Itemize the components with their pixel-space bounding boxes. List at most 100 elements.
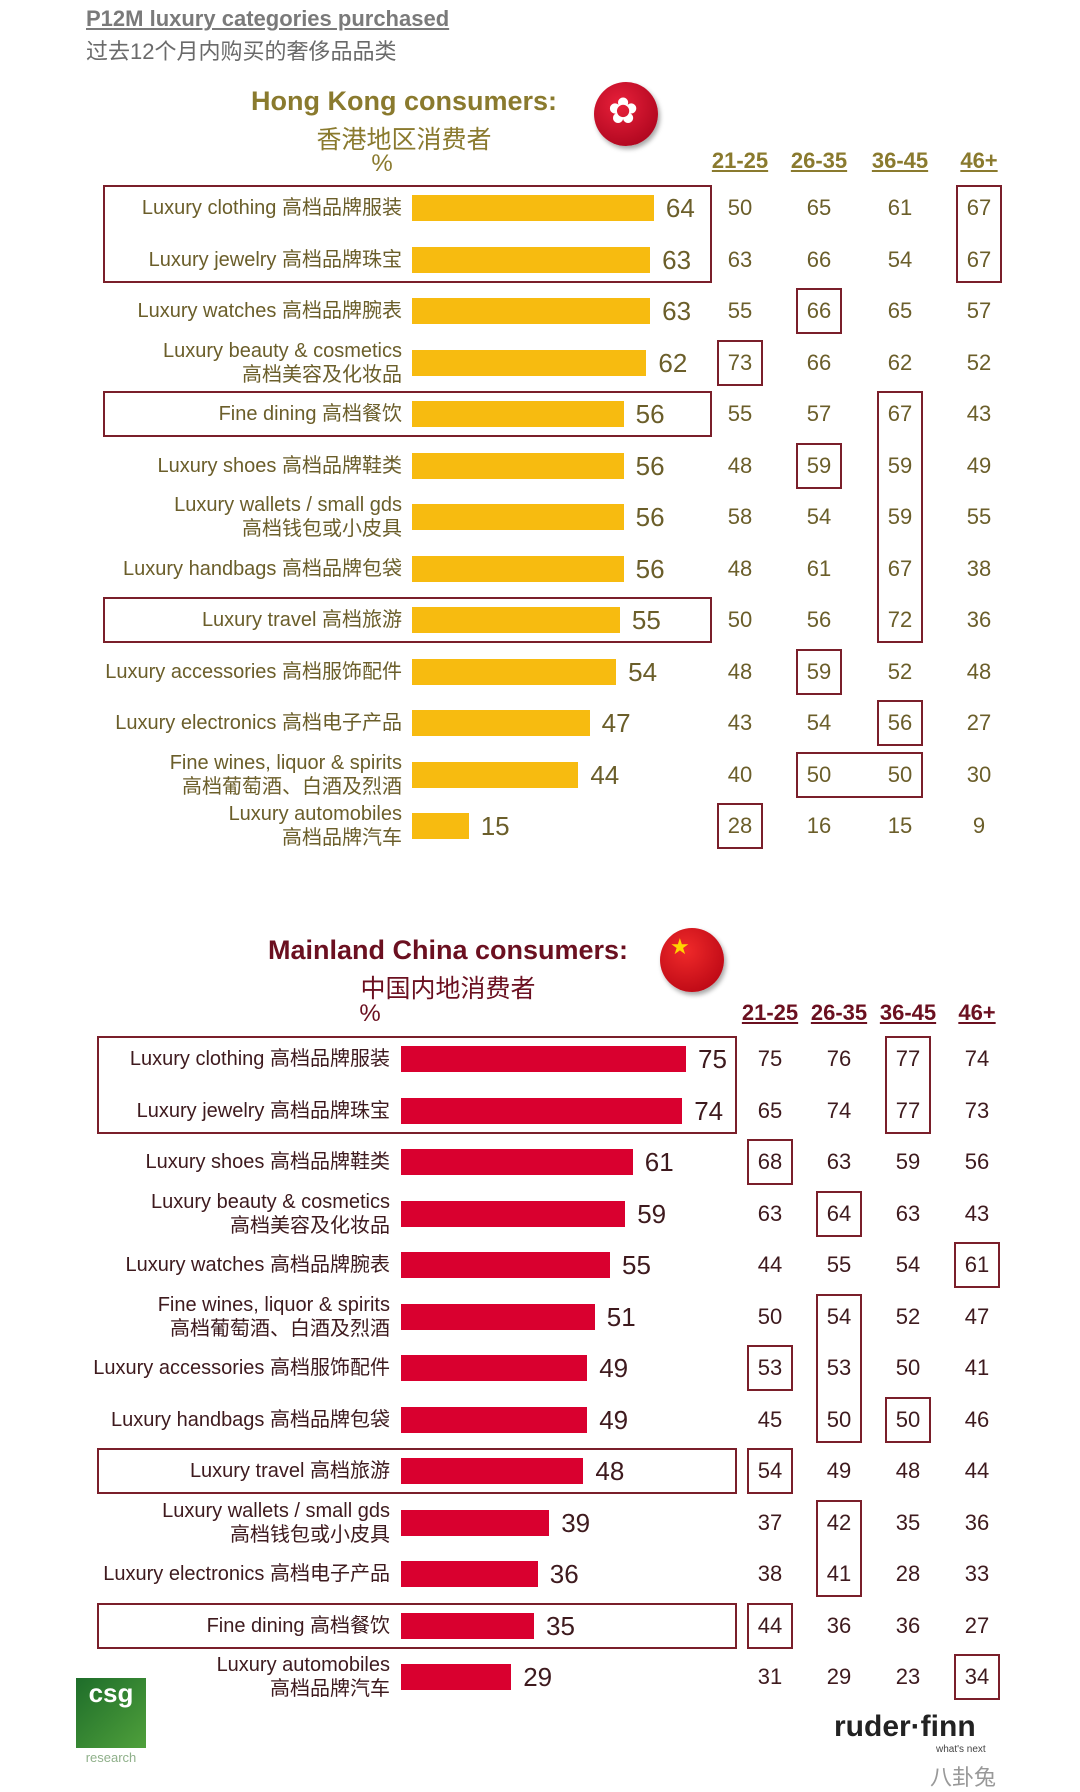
category-label: Luxury electronics 高档电子产品 bbox=[30, 1562, 390, 1586]
age-value: 49 bbox=[826, 1458, 852, 1483]
category-en: Luxury clothing bbox=[141, 197, 277, 219]
category-label: Luxury clothing 高档品牌服装 bbox=[42, 196, 402, 220]
age-value: 35 bbox=[895, 1509, 921, 1535]
category-en: Luxury accessories bbox=[93, 1357, 265, 1379]
age-value: 42 bbox=[826, 1509, 852, 1535]
age-value: 55 bbox=[727, 298, 753, 323]
category-zh: 高档美容及化妆品 bbox=[242, 363, 402, 386]
bar-value: 44 bbox=[590, 759, 620, 790]
age-group-header: 21-25 bbox=[741, 1000, 799, 1025]
category-zh: 高档品牌服装 bbox=[270, 1048, 390, 1070]
age-value: 65 bbox=[757, 1097, 783, 1123]
bar-value: 63 bbox=[662, 244, 692, 275]
age-value: 37 bbox=[757, 1509, 783, 1535]
age-value: 46 bbox=[964, 1406, 990, 1432]
bar bbox=[401, 1406, 588, 1433]
age-value: 52 bbox=[887, 658, 913, 684]
bar-value: 64 bbox=[665, 193, 695, 223]
age-value: 52 bbox=[895, 1303, 921, 1329]
category-label: Luxury automobiles 高档品牌汽车 bbox=[30, 1653, 390, 1701]
category-zh: 高档品牌腕表 bbox=[270, 1254, 390, 1276]
bar-value: 47 bbox=[601, 708, 631, 738]
age-value: 50 bbox=[727, 195, 753, 220]
age-value: 43 bbox=[727, 710, 753, 735]
bar-value: 48 bbox=[595, 1456, 625, 1486]
category-en: Luxury watches bbox=[137, 300, 277, 322]
age-value: 50 bbox=[895, 1406, 921, 1432]
age-value: 33 bbox=[964, 1561, 990, 1586]
bar bbox=[412, 658, 617, 685]
bar bbox=[412, 761, 579, 788]
category-label: Fine wines, liquor & spirits 高档葡萄酒、白酒及烈酒 bbox=[42, 751, 402, 799]
category-en: Fine dining bbox=[218, 403, 317, 425]
category-label: Luxury travel 高档旅游 bbox=[30, 1459, 390, 1483]
age-value: 61 bbox=[806, 555, 832, 581]
age-value: 59 bbox=[887, 504, 913, 529]
cell-highlight-box bbox=[747, 1139, 793, 1185]
bar-value: 55 bbox=[631, 605, 661, 635]
category-label: Luxury jewelry 高档品牌珠宝 bbox=[42, 248, 402, 272]
age-value: 50 bbox=[895, 1355, 921, 1380]
cell-highlight-box bbox=[796, 648, 842, 695]
age-value: 50 bbox=[757, 1303, 783, 1329]
age-group-header: 36-45 bbox=[879, 1000, 937, 1025]
age-value: 55 bbox=[727, 401, 753, 426]
age-group-header: 26-35 bbox=[790, 148, 848, 173]
age-value: 75 bbox=[757, 1046, 783, 1071]
age-value: 52 bbox=[966, 349, 992, 375]
cell-highlight-box bbox=[885, 1396, 931, 1443]
cell-highlight-box bbox=[796, 442, 842, 489]
bar-value: 36 bbox=[549, 1559, 579, 1589]
age-value: 41 bbox=[964, 1355, 990, 1380]
age-value: 72 bbox=[887, 607, 913, 632]
category-en: Luxury beauty & cosmetics bbox=[163, 339, 402, 362]
bar-value: 55 bbox=[622, 1250, 651, 1280]
bar bbox=[401, 1149, 633, 1175]
age-value: 31 bbox=[757, 1664, 783, 1689]
bar-value: 74 bbox=[694, 1095, 724, 1126]
age-value: 50 bbox=[727, 607, 753, 632]
bar bbox=[412, 813, 469, 839]
bar bbox=[412, 246, 651, 273]
bar bbox=[412, 452, 624, 479]
age-value: 61 bbox=[964, 1252, 990, 1277]
age-value: 63 bbox=[727, 246, 753, 272]
age-value: 48 bbox=[895, 1458, 921, 1483]
age-value: 73 bbox=[727, 349, 753, 375]
age-value: 59 bbox=[895, 1149, 921, 1174]
bar-value: 49 bbox=[599, 1404, 629, 1435]
age-value: 54 bbox=[895, 1252, 921, 1277]
category-en: Luxury wallets / small gds bbox=[174, 494, 402, 516]
age-value: 67 bbox=[966, 246, 992, 272]
category-zh: 高档钱包或小皮具 bbox=[242, 518, 402, 540]
age-value: 63 bbox=[826, 1149, 852, 1174]
china-flag-icon: ★ bbox=[660, 928, 724, 992]
age-value: 54 bbox=[806, 504, 832, 529]
category-label: Luxury jewelry 高档品牌珠宝 bbox=[30, 1099, 390, 1123]
category-en: Luxury watches bbox=[125, 1254, 265, 1276]
ruder-finn-logo: ruder·finn bbox=[834, 1710, 976, 1743]
category-zh: 高档品牌腕表 bbox=[282, 300, 402, 322]
bar-value: 62 bbox=[658, 347, 688, 378]
category-label: Luxury beauty & cosmetics 高档美容及化妆品 bbox=[42, 339, 402, 387]
age-value: 65 bbox=[887, 298, 913, 323]
category-en: Luxury shoes bbox=[145, 1151, 265, 1173]
category-label: Luxury accessories 高档服饰配件 bbox=[30, 1356, 390, 1380]
cell-highlight-box bbox=[877, 391, 923, 643]
age-value: 16 bbox=[806, 813, 832, 838]
bar-value: 56 bbox=[635, 553, 665, 584]
age-value: 36 bbox=[966, 607, 992, 632]
category-zh: 高档品牌鞋类 bbox=[282, 454, 402, 477]
age-value: 55 bbox=[966, 504, 992, 529]
category-en: Luxury handbags bbox=[110, 1408, 265, 1431]
age-value: 36 bbox=[895, 1612, 921, 1638]
age-value: 40 bbox=[727, 761, 753, 787]
age-value: 36 bbox=[964, 1509, 990, 1535]
row-highlight-box bbox=[103, 597, 712, 643]
bar-value: 54 bbox=[628, 656, 658, 687]
age-value: 77 bbox=[895, 1046, 921, 1071]
category-en: Luxury accessories bbox=[105, 660, 277, 683]
cell-highlight-box bbox=[816, 1499, 862, 1597]
bar bbox=[401, 1097, 683, 1124]
age-value: 43 bbox=[964, 1200, 990, 1226]
